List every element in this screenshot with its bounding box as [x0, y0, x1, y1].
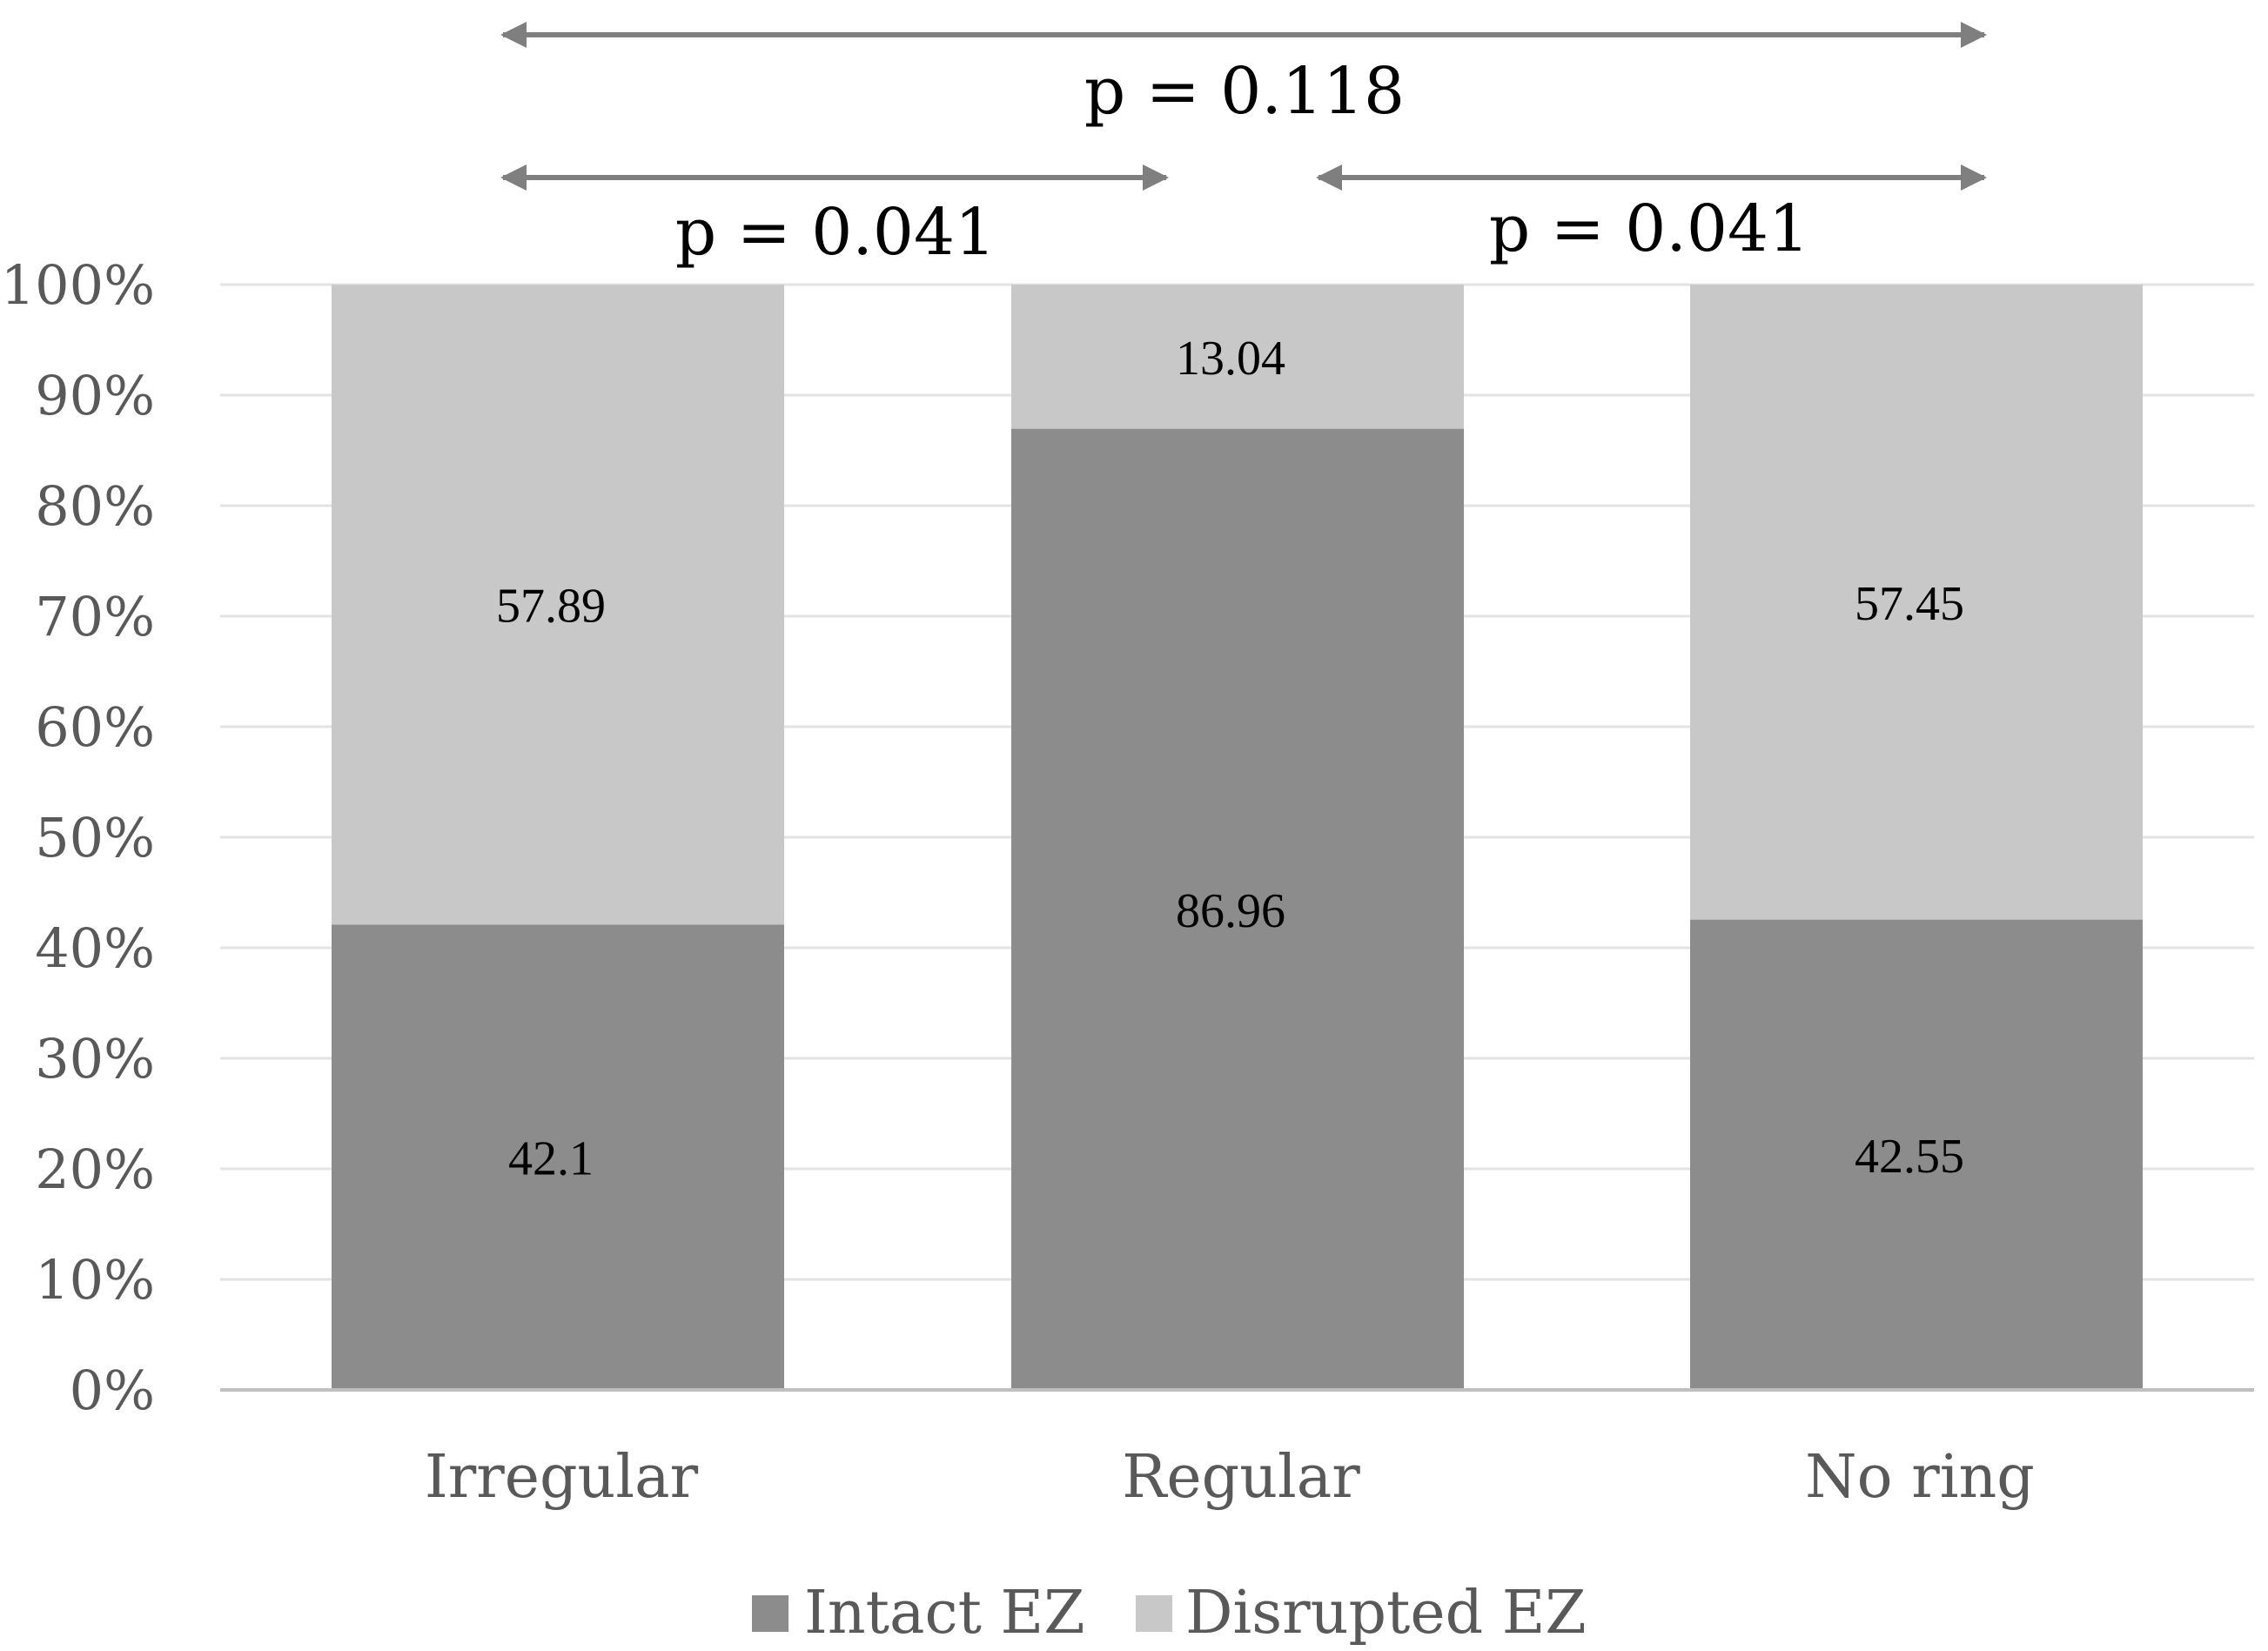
data-label: 42.1	[508, 1132, 594, 1186]
bar-segment-disrupted-ez	[332, 285, 784, 925]
x-tick-label: Regular	[1122, 1443, 1360, 1512]
legend-swatch-intact-ez	[752, 1595, 788, 1632]
data-label: 13.04	[1176, 332, 1285, 386]
y-tick-label: 10%	[35, 1248, 155, 1312]
legend: Intact EZ Disrupted EZ	[752, 1579, 1587, 1648]
p-value-label: p = 0.041	[1489, 191, 1809, 266]
y-tick-label: 30%	[35, 1027, 155, 1091]
y-tick-label: 0%	[70, 1359, 155, 1422]
p-value-label: p = 0.118	[1084, 54, 1405, 129]
legend-swatch-disrupted-ez	[1136, 1595, 1172, 1632]
bar-segment-intact-ez	[1690, 919, 2143, 1390]
x-tick-label: Irregular	[425, 1443, 699, 1512]
bar-segment-intact-ez	[1011, 428, 1464, 1390]
axes: 0% 10% 20% 30% 40% 50% 60% 70% 80% 90% 100% Irregul…	[1, 253, 2254, 1512]
data-label: 57.89	[496, 580, 606, 634]
y-tick-label: 50%	[35, 806, 155, 869]
y-tick-label: 60%	[35, 695, 155, 759]
legend-label: Disrupted EZ	[1185, 1579, 1587, 1648]
y-tick-label: 40%	[35, 916, 155, 980]
x-tick-label: No ring	[1805, 1443, 2035, 1512]
y-tick-label: 90%	[35, 364, 155, 427]
p-value-label: p = 0.041	[675, 195, 996, 270]
legend-label: Intact EZ	[804, 1579, 1084, 1648]
bar-segment-intact-ez	[332, 924, 784, 1390]
y-tick-label: 100%	[1, 253, 155, 317]
bars	[332, 285, 2143, 1390]
y-tick-label: 80%	[35, 474, 155, 538]
bar-segment-disrupted-ez	[1690, 285, 2143, 920]
bar-segment-disrupted-ez	[1011, 285, 1464, 429]
data-label: 86.96	[1176, 884, 1285, 938]
data-label: 42.55	[1855, 1130, 1964, 1184]
data-label: 57.45	[1855, 577, 1964, 631]
y-tick-label: 20%	[35, 1138, 155, 1201]
data-labels: 42.1 57.89 86.96 13.04 42.55 57.45	[496, 332, 1964, 1186]
significance-annotations: p = 0.118 p = 0.041 p = 0.041	[500, 22, 1987, 270]
y-tick-label: 70%	[35, 585, 155, 648]
